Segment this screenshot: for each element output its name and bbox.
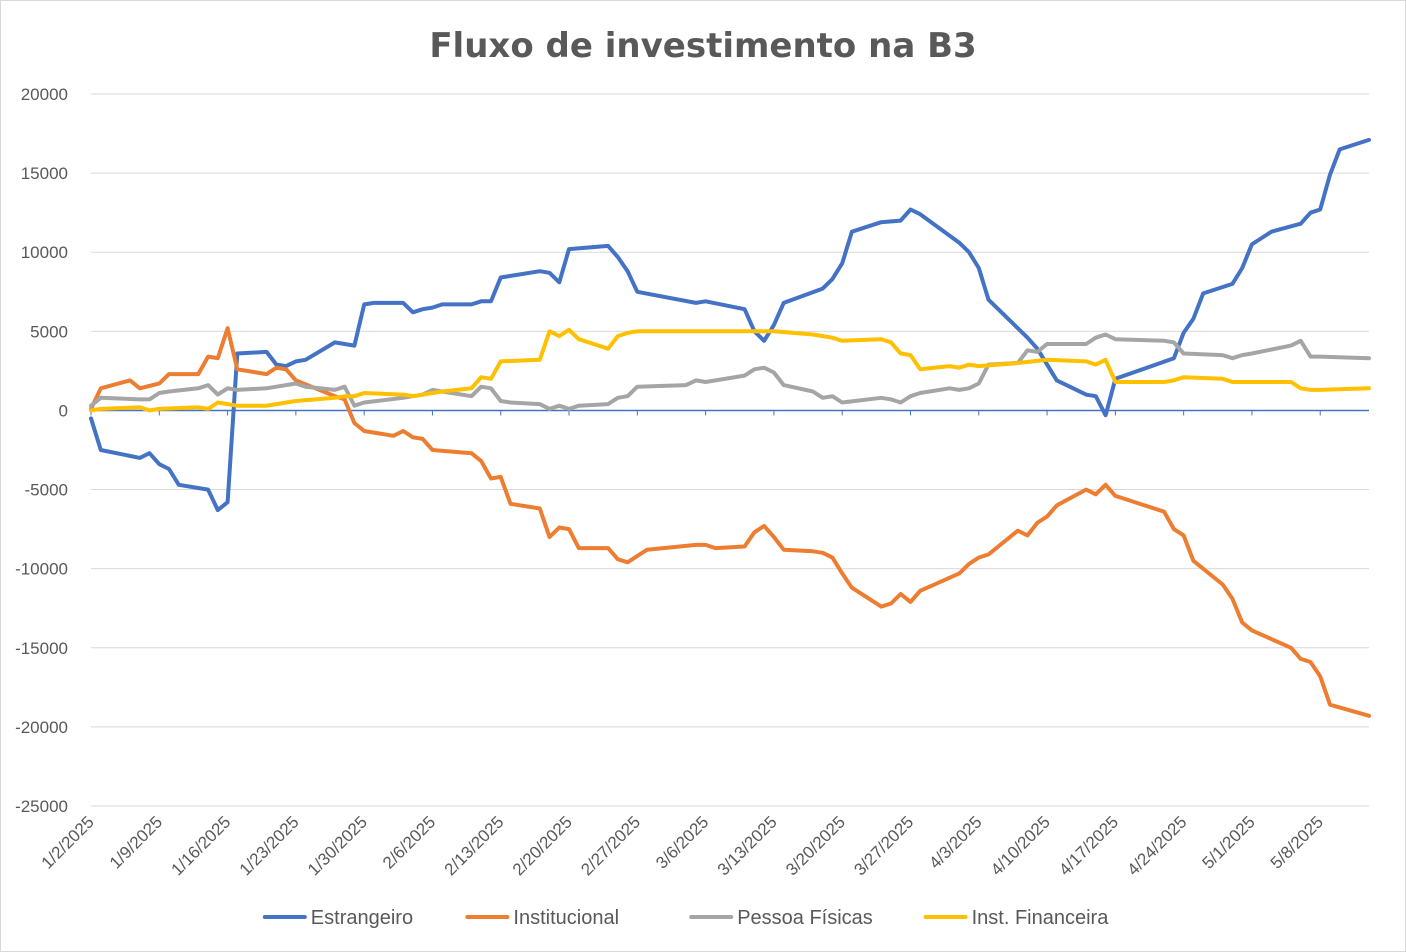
x-tick-label: 5/8/2025 <box>1267 812 1327 872</box>
series-line-2 <box>89 326 1371 718</box>
x-tick-label: 2/27/2025 <box>577 812 644 879</box>
y-tick-label: -25000 <box>15 797 68 816</box>
x-tick-label: 4/17/2025 <box>1055 812 1122 879</box>
x-tick-label: 4/10/2025 <box>987 812 1054 879</box>
legend-label: Pessoa Físicas <box>737 907 873 929</box>
y-tick-label: 15000 <box>21 164 68 183</box>
x-tick-label: 2/20/2025 <box>509 812 576 879</box>
x-tick-label: 4/3/2025 <box>925 812 985 872</box>
chart-title: Fluxo de investimento na B3 <box>429 26 976 66</box>
x-tick-label: 5/1/2025 <box>1199 812 1259 872</box>
x-tick-label: 2/6/2025 <box>379 812 439 872</box>
legend-label: Institucional <box>513 907 619 929</box>
x-tick-label: 1/30/2025 <box>304 812 371 879</box>
y-tick-label: 10000 <box>21 243 68 262</box>
x-tick-label: 3/27/2025 <box>850 812 917 879</box>
y-tick-label: 20000 <box>21 85 68 104</box>
series-line-4 <box>89 327 1371 413</box>
legend-label: Inst. Financeira <box>972 907 1110 929</box>
x-tick-label: 3/6/2025 <box>652 812 712 872</box>
x-tick-label: 1/16/2025 <box>167 812 234 879</box>
x-tick-label: 4/24/2025 <box>1124 812 1191 879</box>
x-tick-label: 2/13/2025 <box>441 812 508 879</box>
x-tick-label: 1/9/2025 <box>106 812 166 872</box>
series-line-1 <box>89 137 1371 513</box>
series-line-3 <box>89 332 1371 411</box>
x-tick-label: 3/20/2025 <box>782 812 849 879</box>
x-tick-label: 1/2/2025 <box>38 812 98 872</box>
legend-label: Estrangeiro <box>311 907 413 929</box>
x-tick-label: 3/13/2025 <box>714 812 781 879</box>
y-tick-label: -15000 <box>15 639 68 658</box>
y-tick-label: 0 <box>59 401 68 420</box>
y-tick-label: -10000 <box>15 560 68 579</box>
y-tick-label: 5000 <box>30 322 68 341</box>
x-tick-label: 1/23/2025 <box>236 812 303 879</box>
y-tick-label: -5000 <box>25 481 68 500</box>
y-tick-label: -20000 <box>15 718 68 737</box>
